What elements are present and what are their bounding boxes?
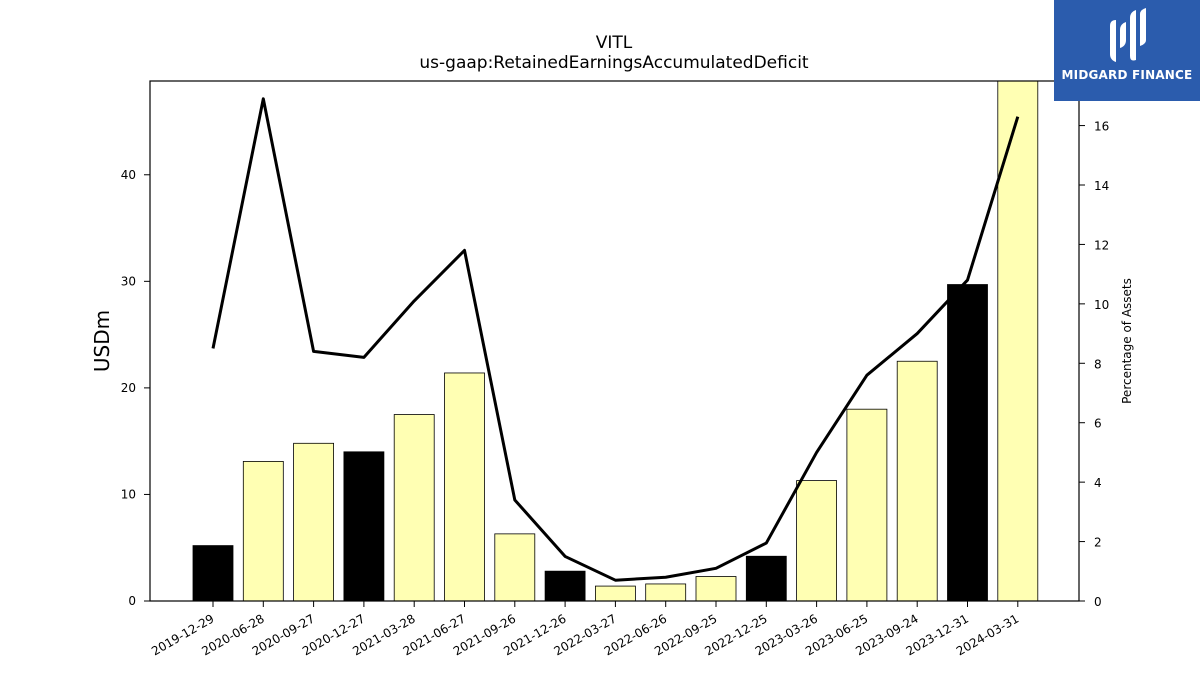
bar-2021-03-28 [393, 414, 435, 602]
y-axis-left: 0 10 20 30 40 [121, 168, 150, 608]
plot-frame [149, 80, 1080, 602]
bar-2022-12-25 [745, 555, 787, 602]
y2-tick-label-16: 16 [1094, 120, 1109, 134]
bar-2022-03-27 [595, 585, 636, 602]
y2-tick-label-14: 14 [1094, 179, 1109, 193]
y2-tick-label-0: 0 [1094, 595, 1102, 609]
line-group [211, 97, 1020, 582]
y2-tick-label-8: 8 [1094, 357, 1102, 371]
bar-2022-09-25 [695, 576, 737, 602]
y-axis-right: 0 2 4 6 8 10 12 14 16 [1079, 120, 1109, 609]
y2-tick-label-6: 6 [1094, 417, 1102, 431]
y2-tick-label-2: 2 [1094, 536, 1102, 550]
bars-group [192, 80, 1039, 602]
bar-2020-12-27 [343, 451, 385, 602]
bar-2021-12-26 [544, 570, 586, 602]
chart-subtitle: us-gaap:RetainedEarningsAccumulatedDefic… [419, 53, 809, 73]
y-tick-label-20: 20 [121, 381, 136, 395]
bar-2020-06-28 [242, 461, 284, 602]
y-tick-label-30: 30 [121, 274, 136, 288]
y-tick-label-0: 0 [128, 594, 136, 608]
y-tick-label-10: 10 [121, 487, 136, 501]
y2-tick-label-10: 10 [1094, 298, 1109, 312]
bar-2021-06-27 [444, 372, 485, 602]
chart-title: VITL [596, 33, 633, 53]
bar-2023-09-24 [896, 360, 938, 602]
logo-mark-icon [1110, 8, 1146, 62]
y2-tick-label-12: 12 [1094, 238, 1109, 252]
brand-logo: MIDGARD FINANCE [1054, 0, 1200, 101]
bar-2023-06-25 [846, 408, 888, 602]
bar-2022-06-26 [645, 583, 687, 602]
bar-2023-03-26 [796, 480, 837, 602]
bar-2021-09-26 [494, 533, 536, 602]
logo-text: MIDGARD FINANCE [1061, 68, 1193, 82]
y-tick-label-40: 40 [121, 168, 136, 182]
y2-axis-label: Percentage of Assets [1120, 278, 1134, 404]
bar-2023-12-31 [947, 284, 988, 602]
bar-2020-09-27 [293, 442, 335, 602]
bar-2024-03-31 [997, 80, 1039, 602]
x-axis: 2019-12-292020-06-282020-09-272020-12-27… [149, 601, 1021, 658]
y2-tick-label-4: 4 [1094, 476, 1102, 490]
y-axis-label: USDm [90, 310, 114, 372]
bar-2019-12-29 [192, 545, 234, 602]
